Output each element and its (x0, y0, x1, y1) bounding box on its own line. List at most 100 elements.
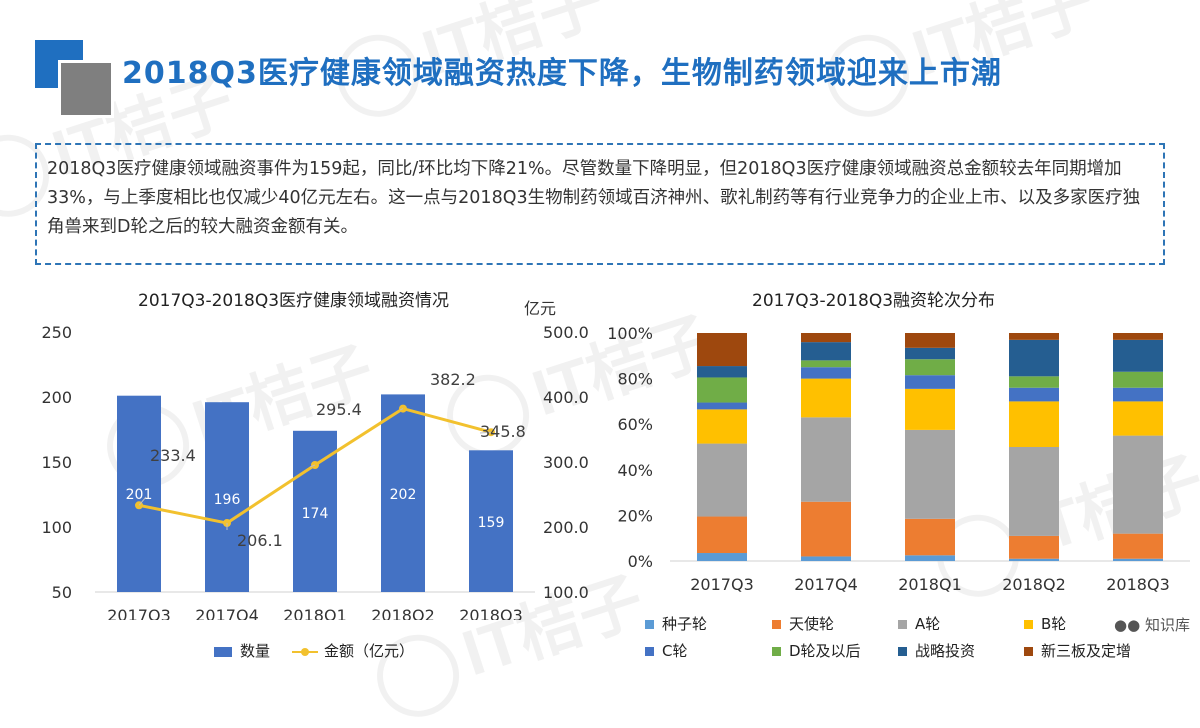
stacked-bar-segment (905, 375, 955, 389)
line-data-label: 233.4 (150, 446, 196, 465)
x-tick-label: 2017Q4 (195, 606, 259, 620)
right-chart-title: 2017Q3-2018Q3融资轮次分布 (752, 291, 996, 311)
legend-swatch (292, 647, 318, 656)
bar (293, 430, 337, 592)
stacked-bar-segment (801, 417, 851, 502)
data-label-leader (309, 464, 316, 468)
stacked-bar-segment (697, 333, 747, 367)
stacked-bar-segment (905, 429, 955, 519)
page-title: 2018Q3医疗健康领域融资热度下降，生物制药领域迎来上市潮 (122, 56, 1002, 91)
y-right-tick-label: 200.0 (543, 518, 589, 537)
data-label-leader (399, 408, 404, 411)
bar-data-label: 202 (390, 487, 417, 503)
stacked-bar-segment (1009, 447, 1059, 536)
stacked-bar-segment (905, 518, 955, 556)
y-right-tick-label: 400.0 (543, 388, 589, 407)
left-chart-title: 2017Q3-2018Q3医疗健康领域融资情况 (138, 291, 450, 311)
legend-swatch (898, 620, 907, 629)
stacked-bar-segment (697, 516, 747, 554)
stacked-bar-segment (905, 333, 955, 348)
stacked-bar-segment (1009, 339, 1059, 377)
bar-data-label: 159 (478, 515, 505, 531)
legend-item-c-round: C轮 (645, 640, 687, 661)
stacked-bar-segment (905, 555, 955, 561)
y-tick-label: 20% (617, 506, 653, 525)
bar-data-label: 174 (302, 506, 329, 522)
stacked-bar-segment (1113, 401, 1163, 436)
left-chart: 50 100 150 200 250 100.0 200.0 300.0 400.0 500.0 亿… (41, 299, 589, 620)
stacked-bar-segment (1113, 558, 1163, 561)
stacked-bar-segment (801, 360, 851, 368)
x-tick-label: 2018Q1 (283, 606, 347, 620)
y-left-tick-label: 150 (41, 453, 72, 472)
stacked-bar-segment (801, 333, 851, 343)
legend-item-strategic: 战略投资 (898, 640, 975, 661)
x-tick-label: 2017Q4 (794, 575, 858, 594)
stacked-bar-segment (1009, 333, 1059, 340)
bar (469, 450, 513, 592)
y-left-tick-label: 50 (52, 583, 72, 602)
line-point (487, 428, 495, 437)
y-left-tick-label: 100 (41, 518, 72, 537)
bar-data-label: 201 (126, 487, 153, 503)
stacked-bar-segment (801, 367, 851, 379)
data-label-leader (138, 496, 147, 506)
y-left-tick-label: 250 (41, 323, 72, 342)
stacked-bar-segment (1009, 535, 1059, 559)
y-left-tick-label: 200 (41, 388, 72, 407)
x-tick-label: 2018Q2 (1002, 575, 1066, 594)
x-tick-label: 2017Q3 (690, 575, 754, 594)
bar-data-label: 196 (214, 492, 241, 508)
legend-swatch (214, 646, 232, 657)
stacked-bar-segment (697, 402, 747, 410)
summary-box: 2018Q3医疗健康领域融资事件为159起，同比/环比均下降21%。尽管数量下降… (35, 143, 1165, 265)
legend-item-seed: 种子轮 (645, 613, 707, 634)
y-right-unit-label: 亿元 (524, 299, 556, 318)
stacked-bar-segment (801, 378, 851, 418)
stacked-bar-segment (1009, 376, 1059, 388)
stacked-bar-segment (801, 501, 851, 557)
y-tick-label: 40% (617, 461, 653, 480)
stacked-bar-segment (1113, 435, 1163, 534)
line-data-label: 206.1 (237, 531, 283, 550)
stacked-bar-segment (1009, 401, 1059, 447)
legend-item-b-round: B轮 (1024, 613, 1066, 634)
stacked-bar-segment (1113, 533, 1163, 559)
stacked-bar-segment (1009, 387, 1059, 402)
legend-item-amount: 金额（亿元） (292, 640, 414, 661)
stacked-bar-segment (1009, 558, 1059, 561)
stacked-bar-segment (1113, 387, 1163, 402)
data-label-leader (479, 431, 492, 434)
stacked-bar-segment (905, 347, 955, 360)
stacked-bar-segment (697, 553, 747, 561)
stacked-bar-segment (801, 556, 851, 561)
legend-item-a-round: A轮 (898, 613, 940, 634)
x-tick-label: 2018Q3 (1106, 575, 1170, 594)
logo-square-grey (58, 60, 114, 118)
corner-logo: ●● 知识库 (1114, 616, 1190, 634)
legend-swatch (772, 620, 781, 629)
y-right-tick-label: 500.0 (543, 323, 589, 342)
summary-text: 2018Q3医疗健康领域融资事件为159起，同比/环比均下降21%。尽管数量下降… (47, 159, 1141, 237)
stacked-bar-segment (905, 388, 955, 430)
y-tick-label: 80% (617, 370, 653, 389)
legend-item-neeq: 新三板及定增 (1024, 640, 1131, 661)
left-chart-legend: 数量 金额（亿元） (0, 640, 600, 664)
stacked-bar-segment (1113, 333, 1163, 340)
legend-swatch (1024, 620, 1033, 629)
bar (117, 395, 161, 592)
legend-item-d-round: D轮及以后 (772, 640, 861, 661)
x-tick-label: 2018Q3 (459, 606, 523, 620)
legend-item-count: 数量 (214, 640, 270, 661)
line-data-label: 295.4 (316, 400, 362, 419)
legend-swatch (898, 647, 907, 656)
bar (381, 394, 425, 592)
right-chart: 0% 20% 40% 60% 80% 100% 2017Q3 2017Q4 2018Q1 2018… (607, 324, 1190, 594)
stacked-bar-segment (697, 409, 747, 444)
legend-item-angel: 天使轮 (772, 613, 834, 634)
stacked-bar-segment (697, 443, 747, 517)
line-point (311, 460, 319, 469)
right-chart-legend: 种子轮 天使轮 A轮 B轮 C轮 D轮及以后 战略投资 新三板及定增 (600, 610, 1200, 670)
x-tick-label: 2017Q3 (107, 606, 171, 620)
legend-swatch (772, 647, 781, 656)
